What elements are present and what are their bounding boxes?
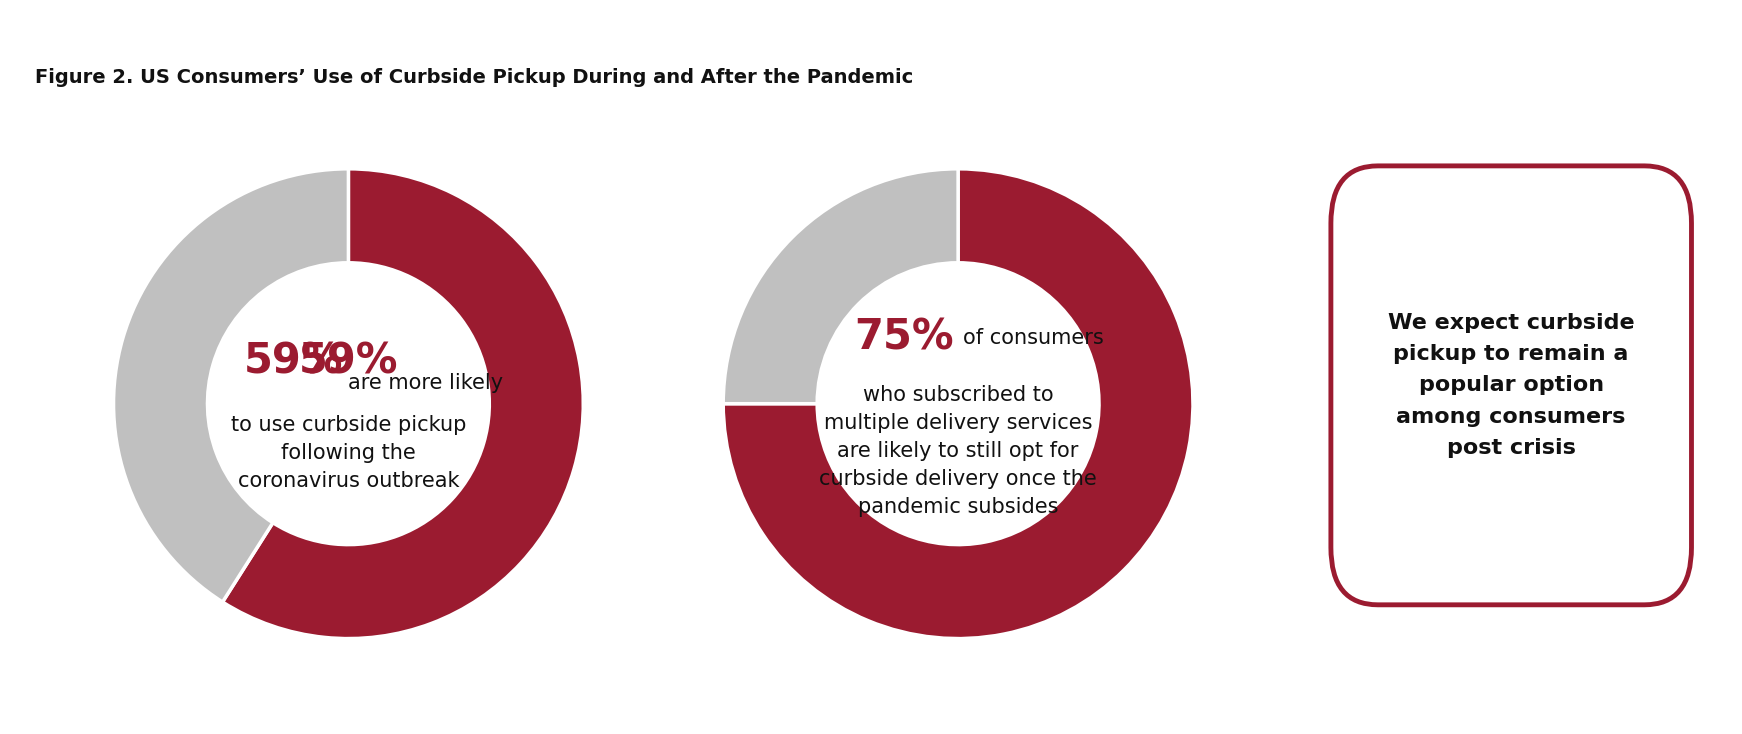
Wedge shape [113,169,348,602]
Text: 59%: 59% [298,341,399,382]
Text: of consumers: of consumers [963,328,1103,348]
Text: We expect curbside
pickup to remain a
popular option
among consumers
post crisis: We expect curbside pickup to remain a po… [1388,313,1634,458]
Text: to use curbside pickup
following the
coronavirus outbreak: to use curbside pickup following the cor… [230,415,467,492]
FancyBboxPatch shape [1331,166,1691,605]
Wedge shape [723,169,1193,639]
Text: who subscribed to
multiple delivery services
are likely to still opt for
curbsid: who subscribed to multiple delivery serv… [819,385,1097,517]
Wedge shape [223,169,584,639]
Text: are more likely: are more likely [348,373,503,393]
Text: Figure 2. US Consumers’ Use of Curbside Pickup During and After the Pandemic: Figure 2. US Consumers’ Use of Curbside … [35,68,913,87]
Text: 59%: 59% [244,341,343,382]
Text: 75%: 75% [854,317,953,359]
Wedge shape [723,169,958,404]
